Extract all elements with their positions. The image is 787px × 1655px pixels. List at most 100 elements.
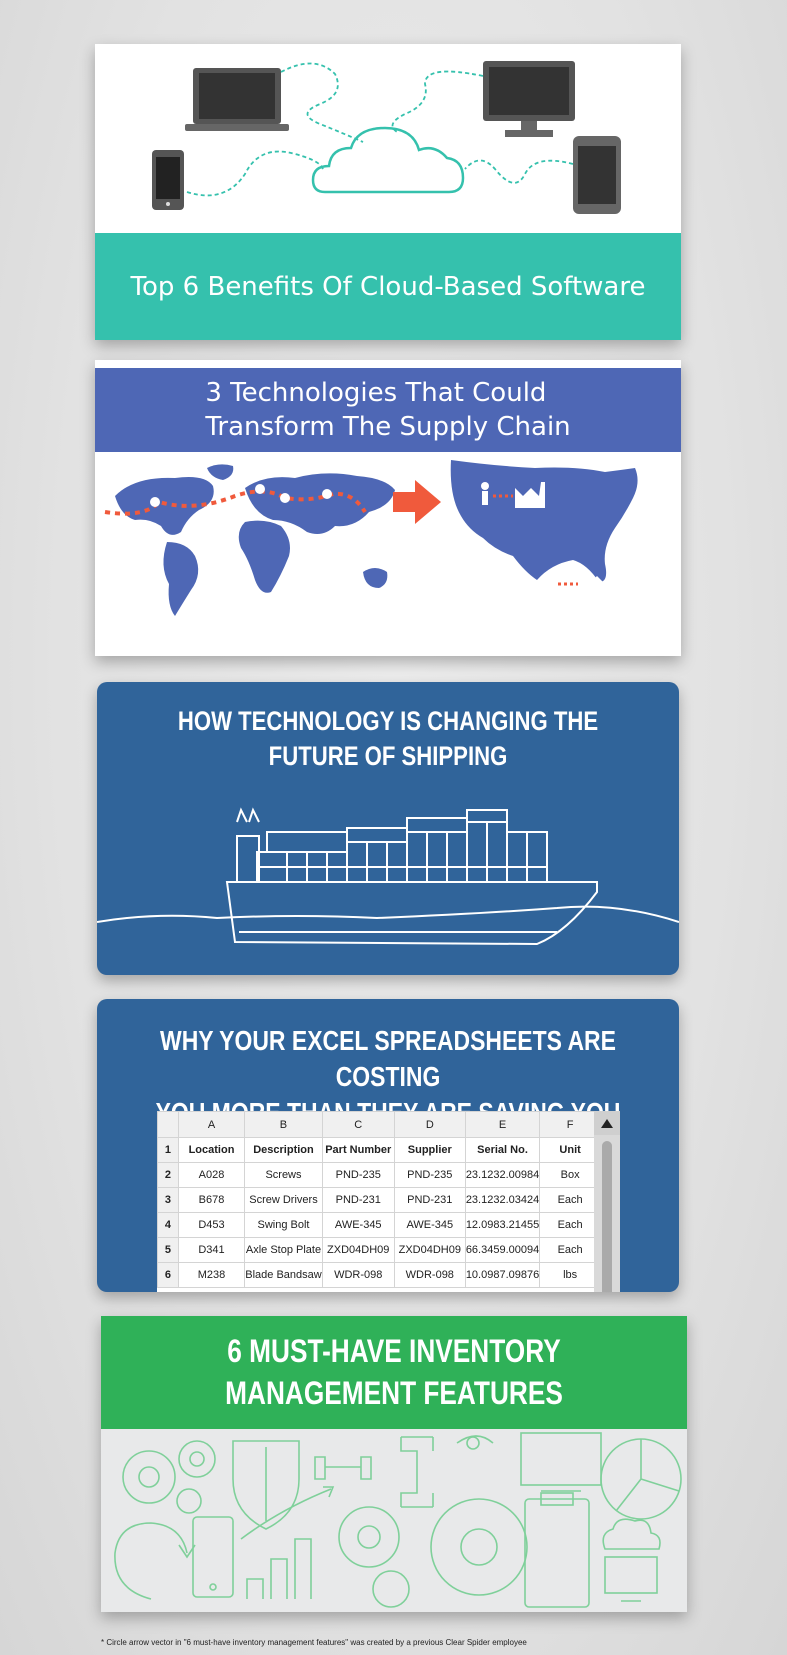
table-row: 5 D341 Axle Stop Plate ZXD04DH09 ZXD04DH… (157, 1237, 601, 1263)
row-number: 5 (157, 1237, 179, 1263)
supply-map-illustration (104, 460, 638, 616)
column-letter[interactable]: C (321, 1111, 395, 1138)
table-cell[interactable]: PND-235 (321, 1162, 395, 1188)
header-cell[interactable]: Location (177, 1137, 246, 1163)
dumbbell-icon (314, 1456, 372, 1480)
table-cell[interactable]: WDR-098 (393, 1262, 466, 1288)
cloud-devices-illustration (152, 61, 621, 214)
cloud-title-band: Top 6 Benefits Of Cloud-Based Software (95, 233, 681, 340)
column-letter[interactable]: E (464, 1111, 541, 1138)
cloud-icon (602, 1518, 661, 1550)
table-row: 2 A028 Screws PND-235 PND-235 23.1232.00… (157, 1162, 601, 1188)
table-cell[interactable]: AWE-345 (321, 1212, 395, 1238)
scroll-thumb[interactable] (602, 1141, 612, 1292)
cloud-benefits-card[interactable]: Top 6 Benefits Of Cloud-Based Software (95, 44, 681, 340)
shipping-title-line2: FUTURE OF SHIPPING (268, 741, 508, 771)
clipboard-icon (524, 1498, 590, 1608)
shipping-title-line1: HOW TECHNOLOGY IS CHANGING THE (177, 706, 599, 736)
gear-icon (178, 1440, 216, 1478)
header-cell[interactable]: Unit (539, 1137, 601, 1163)
table-cell[interactable]: AWE-345 (393, 1212, 466, 1238)
column-letter[interactable]: A (177, 1111, 246, 1138)
tablet-icon (573, 136, 621, 214)
table-cell[interactable]: 23.1232.03424 (464, 1187, 541, 1213)
inventory-title-band: 6 MUST-HAVE INVENTORY MANAGEMENT FEATURE… (101, 1316, 687, 1429)
table-cell[interactable]: Box (539, 1162, 601, 1188)
row-number: 3 (157, 1187, 179, 1213)
growth-chart-icon (246, 1538, 312, 1599)
column-letter[interactable]: F (539, 1111, 601, 1138)
table-cell[interactable]: 12.0983.21455 (464, 1212, 541, 1238)
shipping-card-title: HOW TECHNOLOGY IS CHANGING THE FUTURE OF… (149, 704, 626, 774)
spreadsheet[interactable]: A B C D E F 1 Location Description Part … (157, 1111, 601, 1292)
gear-icon (338, 1506, 400, 1568)
table-cell[interactable]: Each (539, 1212, 601, 1238)
monitor-icon (483, 61, 575, 137)
supply-title-line1: 3 Technologies That Could (205, 378, 547, 408)
monitor-icon (604, 1556, 658, 1594)
gear-icon (430, 1498, 528, 1596)
world-map-icon (115, 464, 395, 616)
table-cell[interactable]: A028 (177, 1162, 246, 1188)
table-cell[interactable]: PND-235 (393, 1162, 466, 1188)
supply-chain-card[interactable]: 3 Technologies That Could Transform The … (95, 360, 681, 656)
cloud-icon (311, 126, 465, 194)
table-cell[interactable]: Each (539, 1187, 601, 1213)
dumbbell-icon (400, 1436, 434, 1508)
footnote: * Circle arrow vector in "6 must-have in… (101, 1638, 527, 1647)
row-number: 4 (157, 1212, 179, 1238)
corner-cell (157, 1111, 179, 1138)
refresh-icon (456, 1435, 494, 1444)
row-number: 1 (157, 1137, 179, 1163)
circle-arrow-icon (114, 1522, 188, 1600)
table-cell[interactable]: ZXD04DH09 (393, 1237, 466, 1263)
column-letter[interactable]: B (244, 1111, 323, 1138)
table-cell[interactable]: WDR-098 (321, 1262, 395, 1288)
gear-icon (372, 1570, 410, 1608)
table-cell[interactable]: PND-231 (321, 1187, 395, 1213)
header-cell[interactable]: Description (244, 1137, 323, 1163)
table-cell[interactable]: Screw Drivers (244, 1187, 323, 1213)
table-row: 3 B678 Screw Drivers PND-231 PND-231 23.… (157, 1187, 601, 1213)
row-number: 6 (157, 1262, 179, 1288)
table-cell[interactable]: Swing Bolt (244, 1212, 323, 1238)
cloud-card-title: Top 6 Benefits Of Cloud-Based Software (130, 271, 646, 302)
excel-title-line1: WHY YOUR EXCEL SPREADSHEETS ARE COSTING (160, 1025, 616, 1092)
cargo-ship-icon (97, 807, 679, 946)
scroll-up-button[interactable] (594, 1111, 620, 1135)
table-cell[interactable]: 66.3459.00094 (464, 1237, 541, 1263)
column-letter[interactable]: D (393, 1111, 466, 1138)
inventory-title-line2: MANAGEMENT FEATURES (225, 1375, 563, 1411)
table-cell[interactable]: D341 (177, 1237, 246, 1263)
supply-title-band: 3 Technologies That Could Transform The … (95, 368, 681, 452)
connection-lines (186, 62, 574, 197)
mobile-icon (192, 1516, 234, 1598)
table-cell[interactable]: D453 (177, 1212, 246, 1238)
table-cell[interactable]: B678 (177, 1187, 246, 1213)
table-cell[interactable]: Blade Bandsaw (244, 1262, 323, 1288)
arrow-right-icon (393, 480, 441, 524)
table-cell[interactable]: 10.0987.09876 (464, 1262, 541, 1288)
column-letter-row: A B C D E F (157, 1111, 601, 1138)
table-cell[interactable]: Axle Stop Plate (244, 1237, 323, 1263)
spreadsheet-scrollbar[interactable] (594, 1111, 620, 1292)
table-cell[interactable]: ZXD04DH09 (321, 1237, 395, 1263)
supply-title-line2: Transform The Supply Chain (205, 412, 571, 442)
header-cell[interactable]: Supplier (393, 1137, 466, 1163)
inventory-card[interactable]: 6 MUST-HAVE INVENTORY MANAGEMENT FEATURE… (101, 1316, 687, 1612)
header-cell[interactable]: Serial No. (464, 1137, 541, 1163)
table-cell[interactable]: PND-231 (393, 1187, 466, 1213)
table-cell[interactable]: lbs (539, 1262, 601, 1288)
inventory-card-title: 6 MUST-HAVE INVENTORY MANAGEMENT FEATURE… (154, 1330, 635, 1414)
table-cell[interactable]: 23.1232.00984 (464, 1162, 541, 1188)
table-cell[interactable]: Screws (244, 1162, 323, 1188)
table-header-row: 1 Location Description Part Number Suppl… (157, 1137, 601, 1163)
table-row: 6 M238 Blade Bandsaw WDR-098 WDR-098 10.… (157, 1262, 601, 1288)
header-cell[interactable]: Part Number (321, 1137, 395, 1163)
table-cell[interactable]: Each (539, 1237, 601, 1263)
excel-card[interactable]: WHY YOUR EXCEL SPREADSHEETS ARE COSTING … (97, 999, 679, 1292)
shipping-card[interactable]: HOW TECHNOLOGY IS CHANGING THE FUTURE OF… (97, 682, 679, 975)
triangle-up-icon (601, 1118, 613, 1128)
phone-icon (152, 150, 184, 210)
table-cell[interactable]: M238 (177, 1262, 246, 1288)
